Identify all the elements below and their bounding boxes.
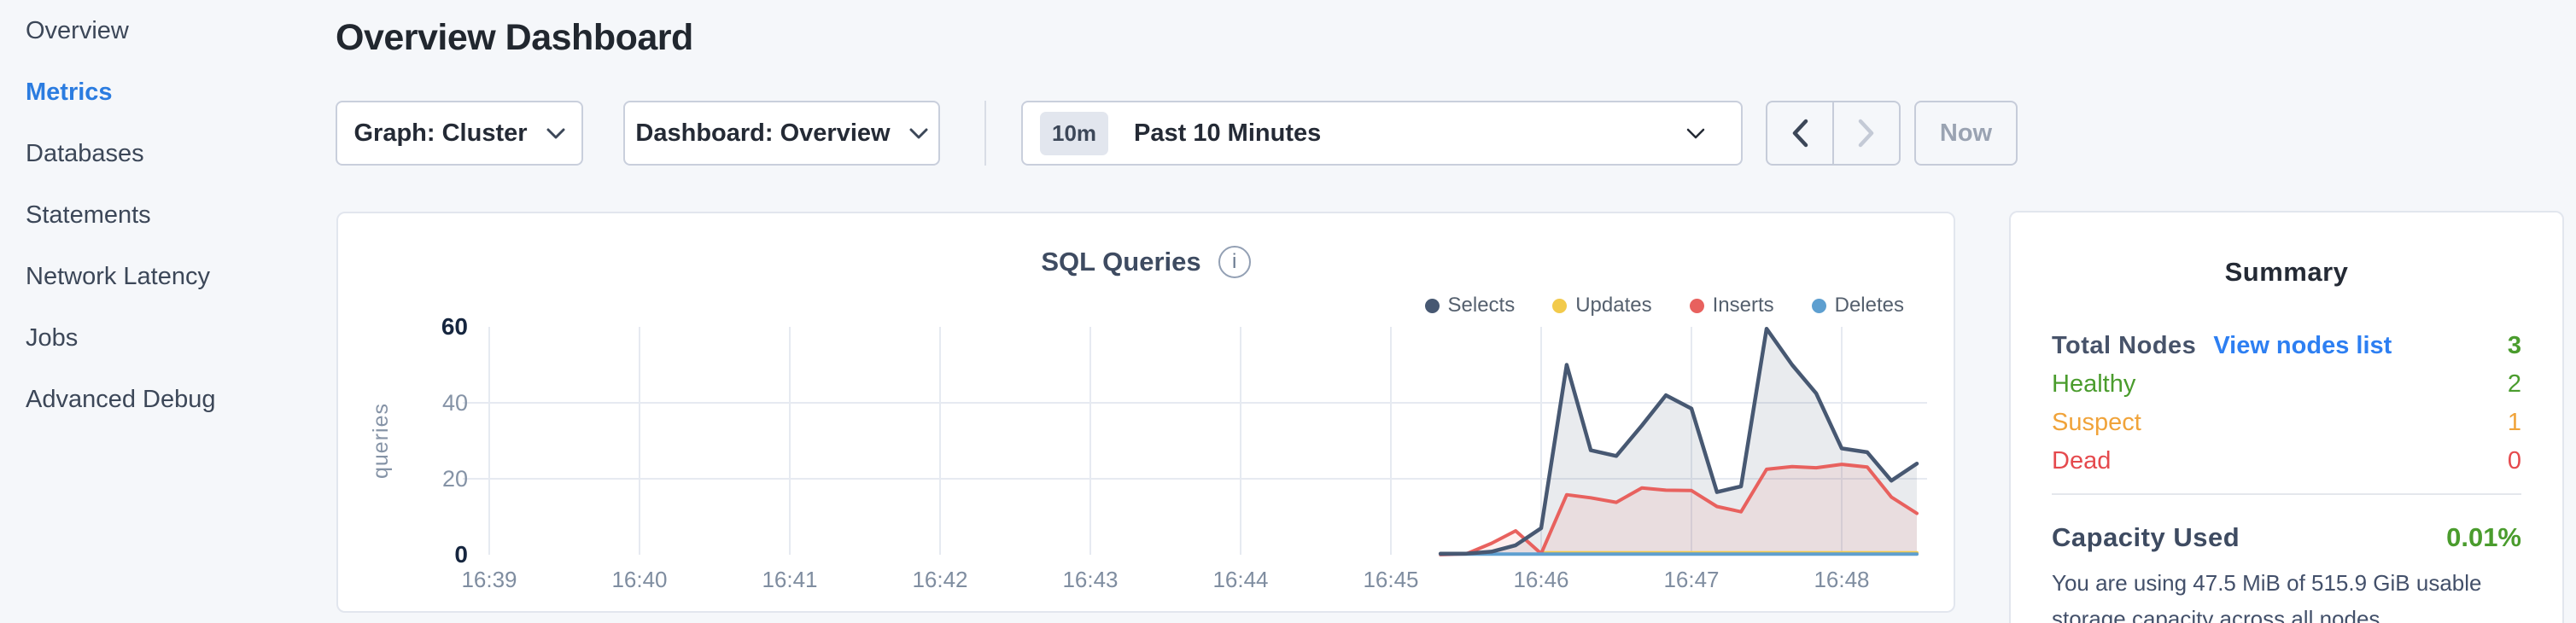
- x-tick-label: 16:44: [1212, 567, 1268, 592]
- sidebar-nav: Overview Metrics Databases Statements Networ…: [0, 0, 333, 623]
- total-nodes-row: Total Nodes View nodes list 3: [2052, 332, 2521, 359]
- status-value: 0: [2507, 447, 2521, 475]
- chart-header: SQL Queries i: [338, 246, 1954, 278]
- y-tick-label: 20: [442, 466, 468, 492]
- legend-label: Deletes: [1834, 294, 1904, 317]
- dashboard-dropdown[interactable]: Dashboard: Overview: [623, 101, 940, 166]
- status-row-healthy: Healthy 2: [2052, 370, 2521, 398]
- sidebar-nav-list: Overview Metrics Databases Statements Networ…: [0, 0, 333, 430]
- capacity-used-value: 0.01%: [2446, 522, 2521, 552]
- summary-divider: [2052, 493, 2521, 495]
- summary-title: Summary: [2224, 257, 2349, 287]
- y-tick-label: 40: [442, 390, 468, 416]
- sidebar-item-jobs[interactable]: Jobs: [26, 324, 79, 352]
- total-nodes-value: 3: [2507, 332, 2521, 359]
- chevron-left-icon: [1792, 119, 1808, 148]
- step-back-button[interactable]: [1767, 102, 1834, 164]
- x-tick-label: 16:39: [461, 567, 517, 592]
- sidebar-item-overview[interactable]: Overview: [26, 17, 129, 44]
- legend-dot-icon: [1811, 298, 1826, 313]
- status-label: Dead: [2052, 447, 2112, 475]
- node-status-rows: Total Nodes View nodes list 3 Healthy 2 Su…: [2052, 332, 2521, 475]
- x-tick-label: 16:40: [611, 567, 667, 592]
- chevron-down-icon: [1686, 128, 1705, 138]
- legend-item-updates[interactable]: Updates: [1552, 294, 1652, 317]
- sidebar-item-network-latency[interactable]: Network Latency: [26, 263, 210, 290]
- graph-scope-dropdown[interactable]: Graph: Cluster: [336, 101, 583, 166]
- status-label: Suspect: [2052, 409, 2141, 436]
- sidebar-item-advanced-debug[interactable]: Advanced Debug: [26, 386, 216, 413]
- legend-label: Selects: [1447, 294, 1516, 317]
- x-tick-label: 16:47: [1663, 567, 1719, 592]
- chevron-down-icon: [909, 128, 928, 138]
- legend-item-selects[interactable]: Selects: [1424, 294, 1516, 317]
- sidebar-item-metrics[interactable]: Metrics: [26, 79, 113, 106]
- legend-item-deletes[interactable]: Deletes: [1811, 294, 1904, 317]
- x-tick-label: 16:46: [1513, 567, 1568, 592]
- x-tick-label: 16:45: [1363, 567, 1418, 592]
- page-title: Overview Dashboard: [336, 17, 693, 58]
- time-range-label: Past 10 Minutes: [1134, 119, 1322, 147]
- status-label: Healthy: [2052, 370, 2136, 398]
- controls-divider: [984, 101, 986, 166]
- sidebar-item-databases[interactable]: Databases: [26, 140, 144, 167]
- legend-label: Updates: [1575, 294, 1652, 317]
- x-tick-label: 16:41: [762, 567, 817, 592]
- status-value: 2: [2507, 370, 2521, 398]
- series-line-selects: [1438, 326, 1919, 556]
- info-icon[interactable]: i: [1218, 246, 1251, 278]
- sidebar-item-statements[interactable]: Statements: [26, 201, 151, 229]
- legend-dot-icon: [1689, 298, 1704, 313]
- step-forward-button[interactable]: [1834, 102, 1899, 164]
- total-nodes-label: Total Nodes: [2052, 332, 2197, 359]
- now-button[interactable]: Now: [1914, 101, 2018, 166]
- sql-queries-chart-card: SQL Queries i Selects Updates Inserts Delet…: [336, 212, 1955, 613]
- time-range-badge: 10m: [1040, 111, 1109, 155]
- y-tick-label: 0: [454, 541, 468, 568]
- dashboard-label: Dashboard: Overview: [635, 119, 891, 147]
- legend-dot-icon: [1552, 298, 1568, 313]
- chart-title: SQL Queries: [1041, 247, 1201, 277]
- graph-scope-label: Graph: Cluster: [353, 119, 528, 147]
- legend-item-inserts[interactable]: Inserts: [1689, 294, 1774, 317]
- status-row-dead: Dead 0: [2052, 447, 2521, 475]
- y-tick-label: 60: [441, 313, 468, 340]
- legend-dot-icon: [1424, 298, 1440, 313]
- x-tick-label: 16:48: [1814, 567, 1869, 592]
- summary-panel: Summary Total Nodes View nodes list 3 He…: [2009, 211, 2564, 623]
- status-value: 1: [2507, 409, 2521, 436]
- chart-legend: Selects Updates Inserts Deletes: [1424, 294, 1904, 317]
- time-range-picker[interactable]: 10m Past 10 Minutes: [1021, 101, 1743, 166]
- series-area-inserts: [1440, 464, 1917, 555]
- status-rows: Healthy 2 Suspect 1 Dead 0: [2052, 370, 2521, 475]
- sql-queries-chart[interactable]: 16:39 16:40 16:41 16:42 16:43 16:44 16:45 16:46…: [338, 213, 1954, 611]
- capacity-row: Capacity Used 0.01%: [2052, 522, 2521, 553]
- capacity-used-label: Capacity Used: [2052, 522, 2240, 552]
- series-area-selects: [1440, 329, 1917, 555]
- chevron-right-icon: [1858, 119, 1874, 148]
- view-nodes-list-link[interactable]: View nodes list: [2213, 332, 2392, 359]
- capacity-description: You are using 47.5 MiB of 515.9 GiB usab…: [2052, 570, 2482, 623]
- x-tick-label: 16:42: [912, 567, 967, 592]
- chevron-down-icon: [546, 128, 565, 138]
- status-row-suspect: Suspect 1: [2052, 409, 2521, 436]
- legend-label: Inserts: [1712, 294, 1774, 317]
- x-tick-label: 16:43: [1062, 567, 1118, 592]
- y-axis-title: queries: [369, 403, 393, 479]
- time-step-buttons: [1766, 101, 1901, 166]
- series-line-inserts: [1439, 463, 1919, 556]
